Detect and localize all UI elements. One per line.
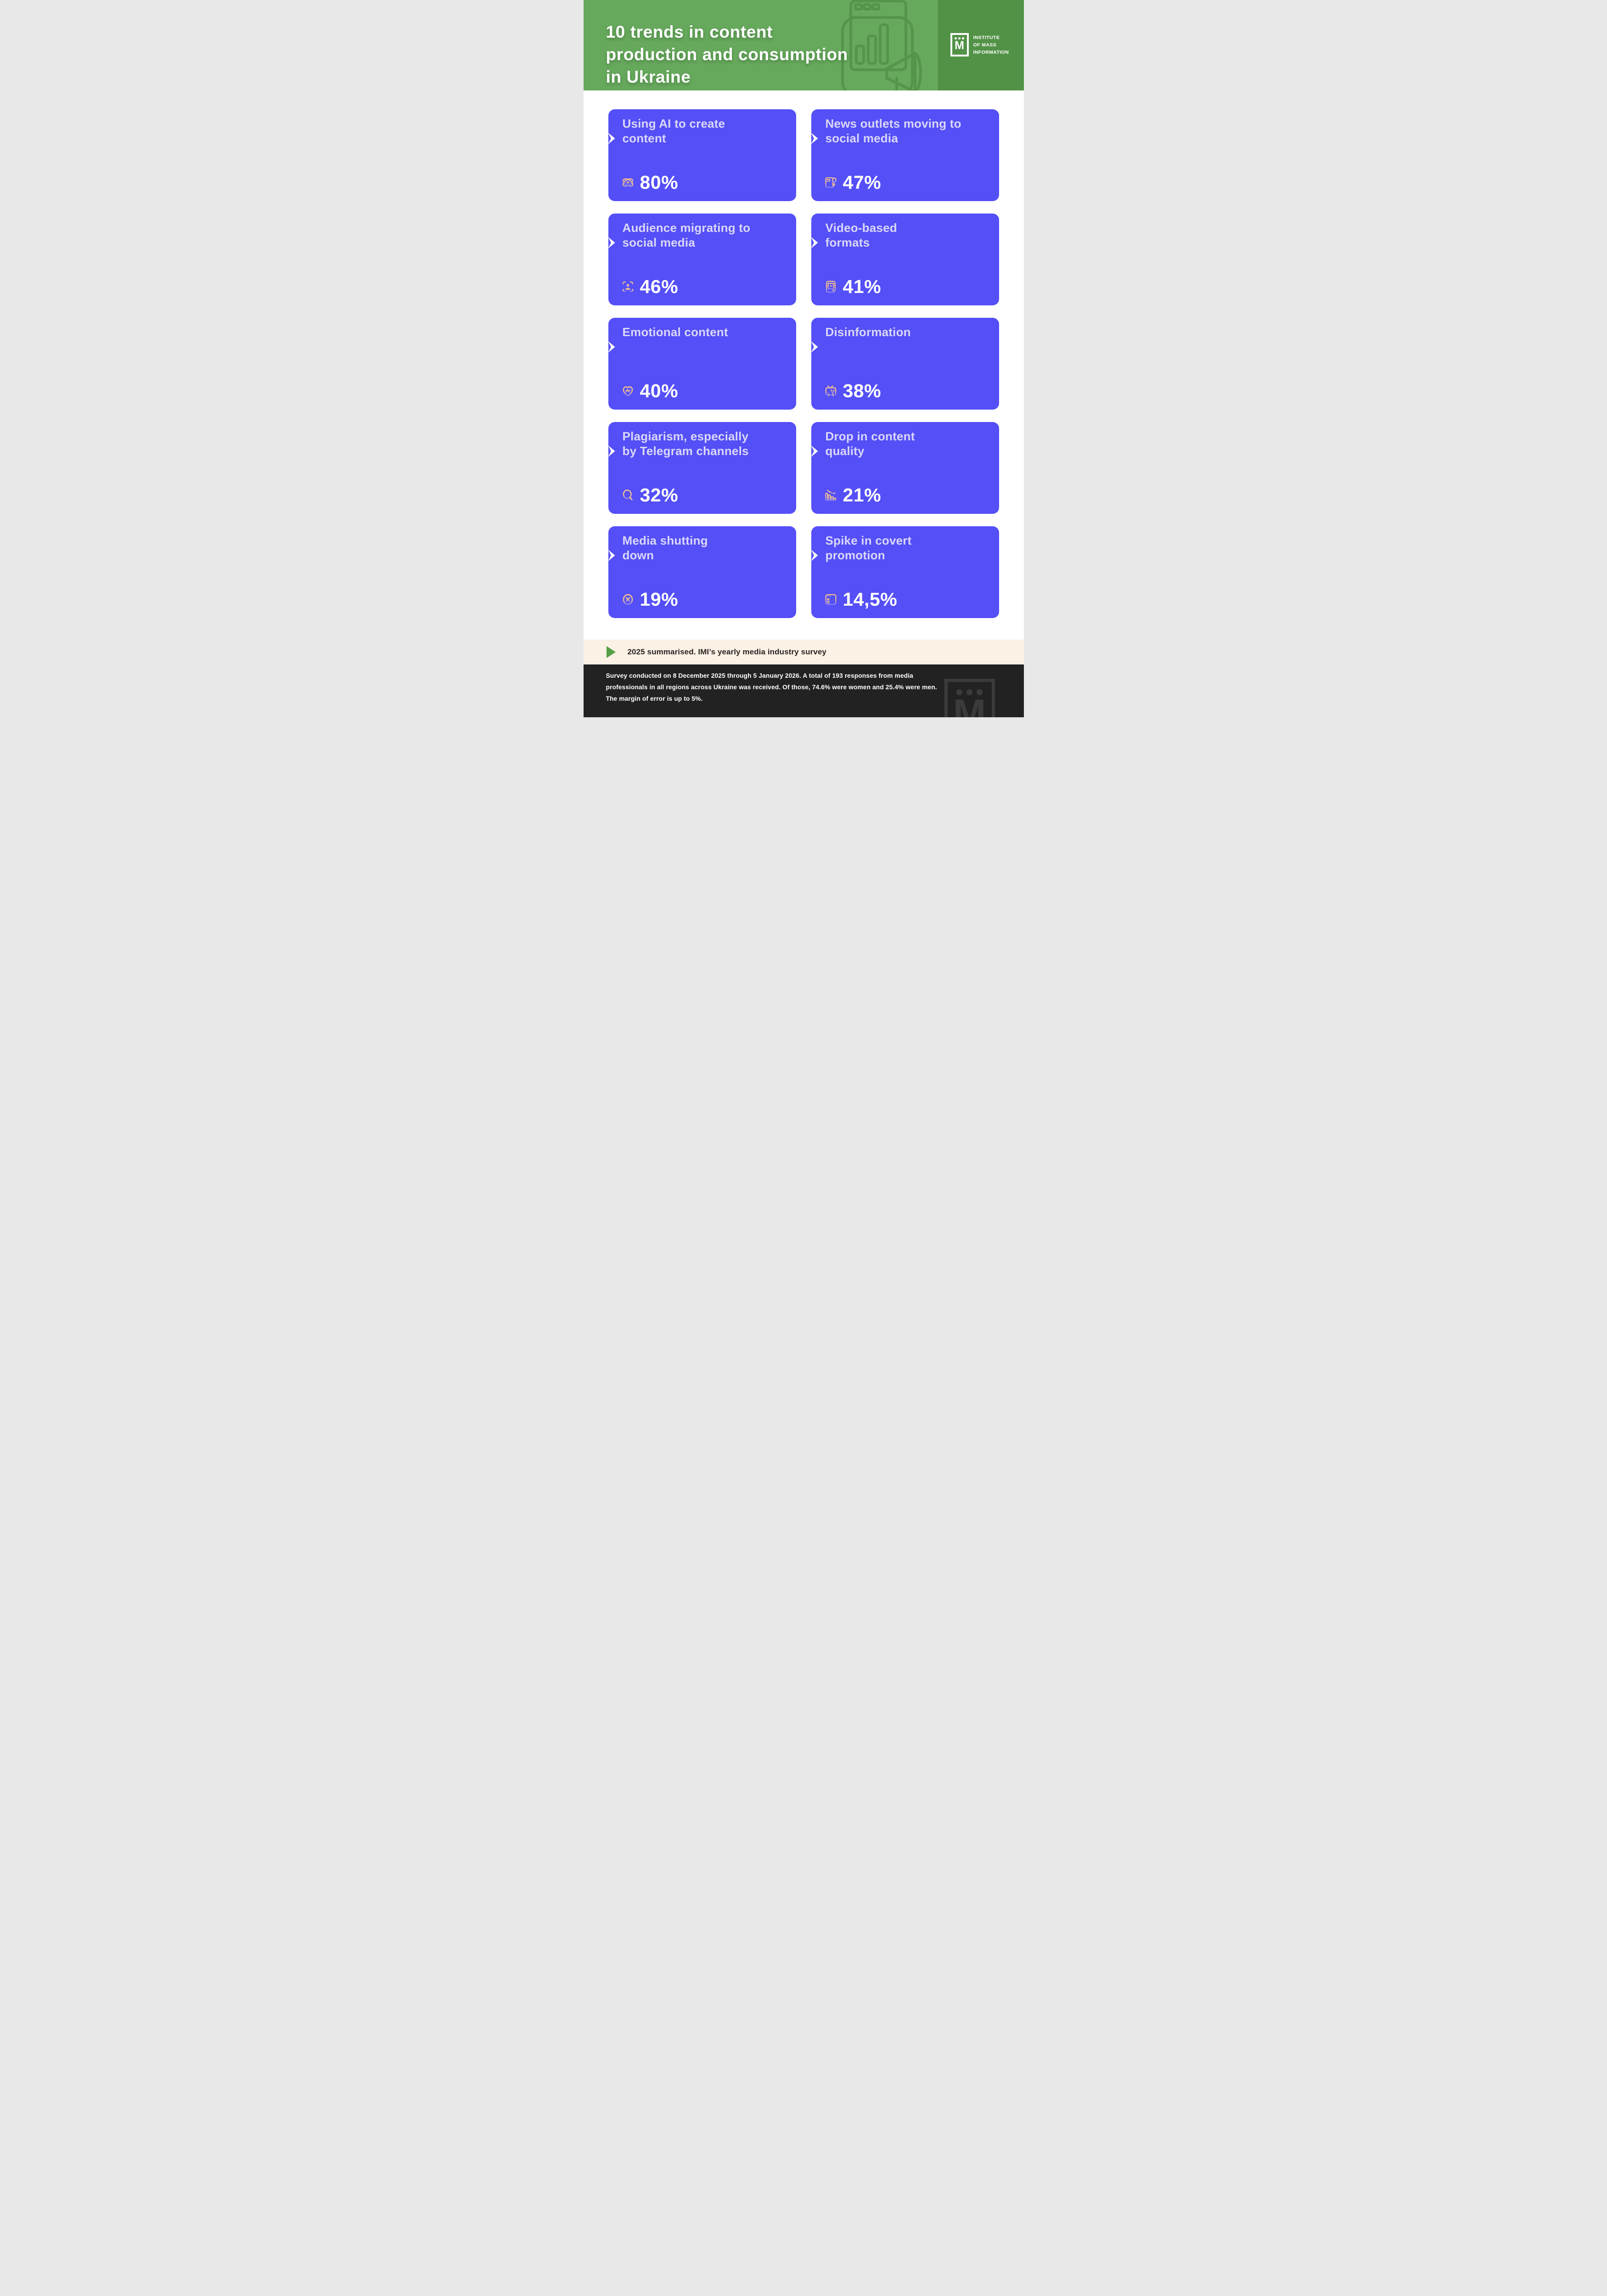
trend-title: Spike in covert promotion (825, 534, 912, 562)
trend-value: 14,5% (843, 589, 898, 610)
trend-stat: 46% (621, 276, 679, 298)
trend-card: Video-based formats 41% (811, 214, 999, 305)
heart-pulse-icon (621, 384, 635, 398)
circle-x-icon (621, 592, 635, 607)
trend-cards-grid: Using AI to create content 80% News outle… (608, 109, 999, 618)
trend-stat: 14,5% (824, 589, 898, 610)
trend-title: Using AI to create content (622, 117, 725, 145)
summary-band: 2025 summarised. IMI’s yearly media indu… (583, 640, 1024, 664)
header-dark-band (938, 0, 1024, 90)
trend-card: Drop in content quality 21% (811, 422, 999, 514)
magnifier-icon (621, 488, 635, 502)
trend-value: 32% (640, 484, 679, 506)
header: 10 trends in content production and consu… (583, 0, 1024, 90)
imi-logo-watermark: M (944, 679, 995, 717)
trend-card: Disinformation 38% (811, 318, 999, 410)
trend-title: Plagiarism, especially by Telegram channe… (622, 429, 749, 458)
trend-title: Emotional content (622, 325, 728, 339)
trend-value: 47% (843, 172, 882, 193)
logo-m-letter: M (955, 39, 964, 52)
trend-card: Media shutting down 19% (608, 526, 796, 618)
trend-stat: 32% (621, 484, 679, 506)
trend-card: Plagiarism, especially by Telegram channe… (608, 422, 796, 514)
monitor-bar-chart-megaphone-illustration (841, 0, 922, 90)
page-title: 10 trends in content production and consu… (606, 22, 848, 86)
trend-stat: 40% (621, 380, 679, 402)
trend-value: 41% (843, 276, 882, 297)
trend-value: 21% (843, 484, 882, 506)
trend-title: Video-based formats (825, 221, 897, 249)
trend-card: Audience migrating to social media 46% (608, 214, 796, 305)
ai-sparkle-orbit-icon (621, 175, 635, 190)
tv-angry-face-icon (824, 384, 838, 398)
summary-label: 2025 summarised. IMI’s yearly media indu… (627, 647, 826, 656)
imi-logo: M INSTITUTE OF MASS INFORMATION (950, 33, 1009, 56)
trend-card: Emotional content 40% (608, 318, 796, 410)
trend-stat: 19% (621, 589, 679, 610)
trend-stat: 80% (621, 172, 679, 193)
trend-value: 80% (640, 172, 679, 193)
play-triangle-icon (606, 646, 616, 658)
trend-title: Media shutting down (622, 534, 708, 562)
footer-methodology-text: Survey conducted on 8 December 2025 thro… (606, 672, 937, 702)
trend-value: 38% (843, 380, 882, 401)
watermark-dots-icon (956, 689, 983, 695)
person-focus-icon (621, 280, 635, 294)
browser-list-icon (824, 592, 838, 607)
video-player-icon (824, 280, 838, 294)
trend-value: 19% (640, 589, 679, 610)
imi-logo-mark-icon: M (950, 33, 969, 56)
newspaper-flash-icon (824, 175, 838, 190)
logo-org-name: INSTITUTE OF MASS INFORMATION (973, 34, 1009, 55)
trend-value: 40% (640, 380, 679, 401)
trend-card: Spike in covert promotion 14,5% (811, 526, 999, 618)
trend-stat: 47% (824, 172, 882, 193)
watermark-m-letter: M (953, 692, 986, 717)
infographic-page: 10 trends in content production and consu… (583, 0, 1024, 717)
logo-dots-icon (955, 37, 964, 39)
trend-stat: 38% (824, 380, 882, 402)
declining-chart-icon (824, 488, 838, 502)
footer: Survey conducted on 8 December 2025 thro… (583, 664, 1024, 717)
trend-card: Using AI to create content 80% (608, 109, 796, 201)
trend-title: Drop in content quality (825, 429, 915, 458)
trend-value: 46% (640, 276, 679, 297)
trend-title: News outlets moving to social media (825, 117, 961, 145)
trend-title: Audience migrating to social media (622, 221, 751, 249)
trend-stat: 21% (824, 484, 882, 506)
trend-stat: 41% (824, 276, 882, 298)
trend-title: Disinformation (825, 325, 911, 339)
trend-card: News outlets moving to social media 47% (811, 109, 999, 201)
